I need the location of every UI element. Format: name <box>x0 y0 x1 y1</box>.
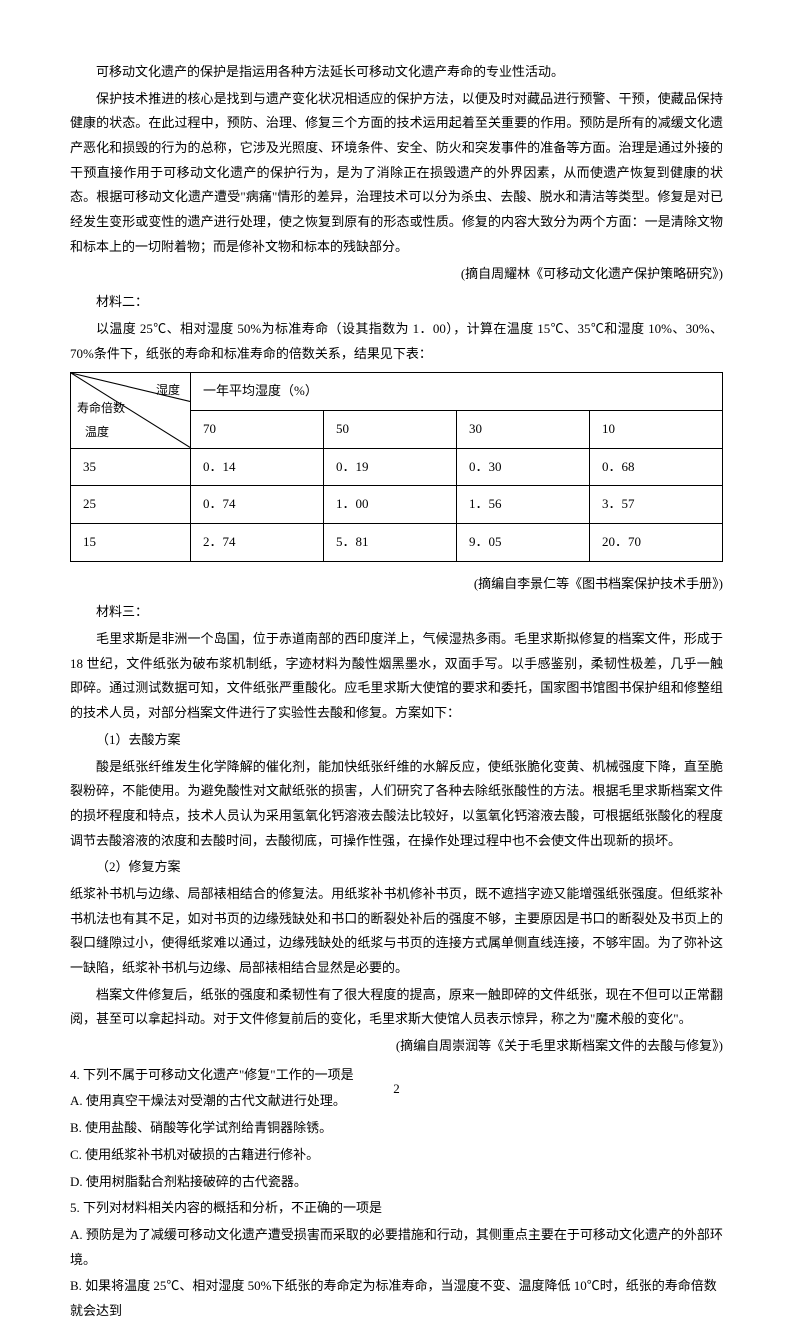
table-col-2: 30 <box>457 410 590 448</box>
scheme-2-para: 纸浆补书机与边缘、局部裱相结合的修复法。用纸浆补书机修补书页，既不遮挡字迹又能增… <box>70 882 723 981</box>
table-diag-header: 湿度 寿命倍数 温度 <box>71 373 191 448</box>
table-col-3: 10 <box>590 410 723 448</box>
scheme-1-title: （1）去酸方案 <box>70 728 723 753</box>
cell: 3．57 <box>590 486 723 524</box>
cell: 0．19 <box>324 448 457 486</box>
table-header-title: 一年平均湿度（%） <box>191 373 723 411</box>
option-4d: D. 使用树脂黏合剂粘接破碎的古代瓷器。 <box>70 1170 723 1195</box>
diag-label-top: 湿度 <box>156 379 180 402</box>
paragraph-2: 保护技术推进的核心是找到与遗产变化状况相适应的保护方法，以便及时对藏品进行预警、… <box>70 87 723 260</box>
source-2: (摘编自李景仁等《图书档案保护技术手册》) <box>70 572 723 597</box>
paragraph-1: 可移动文化遗产的保护是指运用各种方法延长可移动文化遗产寿命的专业性活动。 <box>70 60 723 85</box>
option-4c: C. 使用纸浆补书机对破损的古籍进行修补。 <box>70 1143 723 1168</box>
source-1: (摘自周耀林《可移动文化遗产保护策略研究》) <box>70 262 723 287</box>
cell: 5．81 <box>324 524 457 562</box>
paragraph-3: 以温度 25℃、相对湿度 50%为标准寿命（设其指数为 1．00），计算在温度 … <box>70 317 723 366</box>
page-number: 2 <box>0 1077 793 1102</box>
cell: 0．30 <box>457 448 590 486</box>
row-temp: 15 <box>71 524 191 562</box>
scheme-2-title: （2）修复方案 <box>70 855 723 880</box>
row-temp: 35 <box>71 448 191 486</box>
cell: 2．74 <box>191 524 324 562</box>
cell: 1．00 <box>324 486 457 524</box>
cell: 0．74 <box>191 486 324 524</box>
paragraph-4: 毛里求斯是非洲一个岛国，位于赤道南部的西印度洋上，气候湿热多雨。毛里求斯拟修复的… <box>70 627 723 726</box>
option-5a: A. 预防是为了减缓可移动文化遗产遭受损害而采取的必要措施和行动，其侧重点主要在… <box>70 1223 723 1272</box>
table-row: 35 0．14 0．19 0．30 0．68 <box>71 448 723 486</box>
table-col-1: 50 <box>324 410 457 448</box>
question-5: 5. 下列对材料相关内容的概括和分析，不正确的一项是 <box>70 1196 723 1221</box>
row-temp: 25 <box>71 486 191 524</box>
cell: 9．05 <box>457 524 590 562</box>
diag-label-bot: 温度 <box>85 421 109 444</box>
table-row: 15 2．74 5．81 9．05 20．70 <box>71 524 723 562</box>
scheme-1-para: 酸是纸张纤维发生化学降解的催化剂，能加快纸张纤维的水解反应，使纸张脆化变黄、机械… <box>70 755 723 854</box>
table-col-0: 70 <box>191 410 324 448</box>
material-3-label: 材料三： <box>70 600 723 625</box>
data-table: 湿度 寿命倍数 温度 一年平均湿度（%） 70 50 30 10 35 0．14… <box>70 372 723 561</box>
option-4b: B. 使用盐酸、硝酸等化学试剂给青铜器除锈。 <box>70 1116 723 1141</box>
cell: 1．56 <box>457 486 590 524</box>
table-row: 25 0．74 1．00 1．56 3．57 <box>71 486 723 524</box>
material-2-label: 材料二： <box>70 290 723 315</box>
cell: 20．70 <box>590 524 723 562</box>
source-3: (摘编自周崇润等《关于毛里求斯档案文件的去酸与修复》) <box>70 1034 723 1059</box>
diag-label-mid: 寿命倍数 <box>77 397 125 420</box>
paragraph-5: 档案文件修复后，纸张的强度和柔韧性有了很大程度的提高，原来一触即碎的文件纸张，现… <box>70 983 723 1032</box>
option-5b: B. 如果将温度 25℃、相对湿度 50%下纸张的寿命定为标准寿命，当湿度不变、… <box>70 1274 723 1323</box>
cell: 0．68 <box>590 448 723 486</box>
cell: 0．14 <box>191 448 324 486</box>
